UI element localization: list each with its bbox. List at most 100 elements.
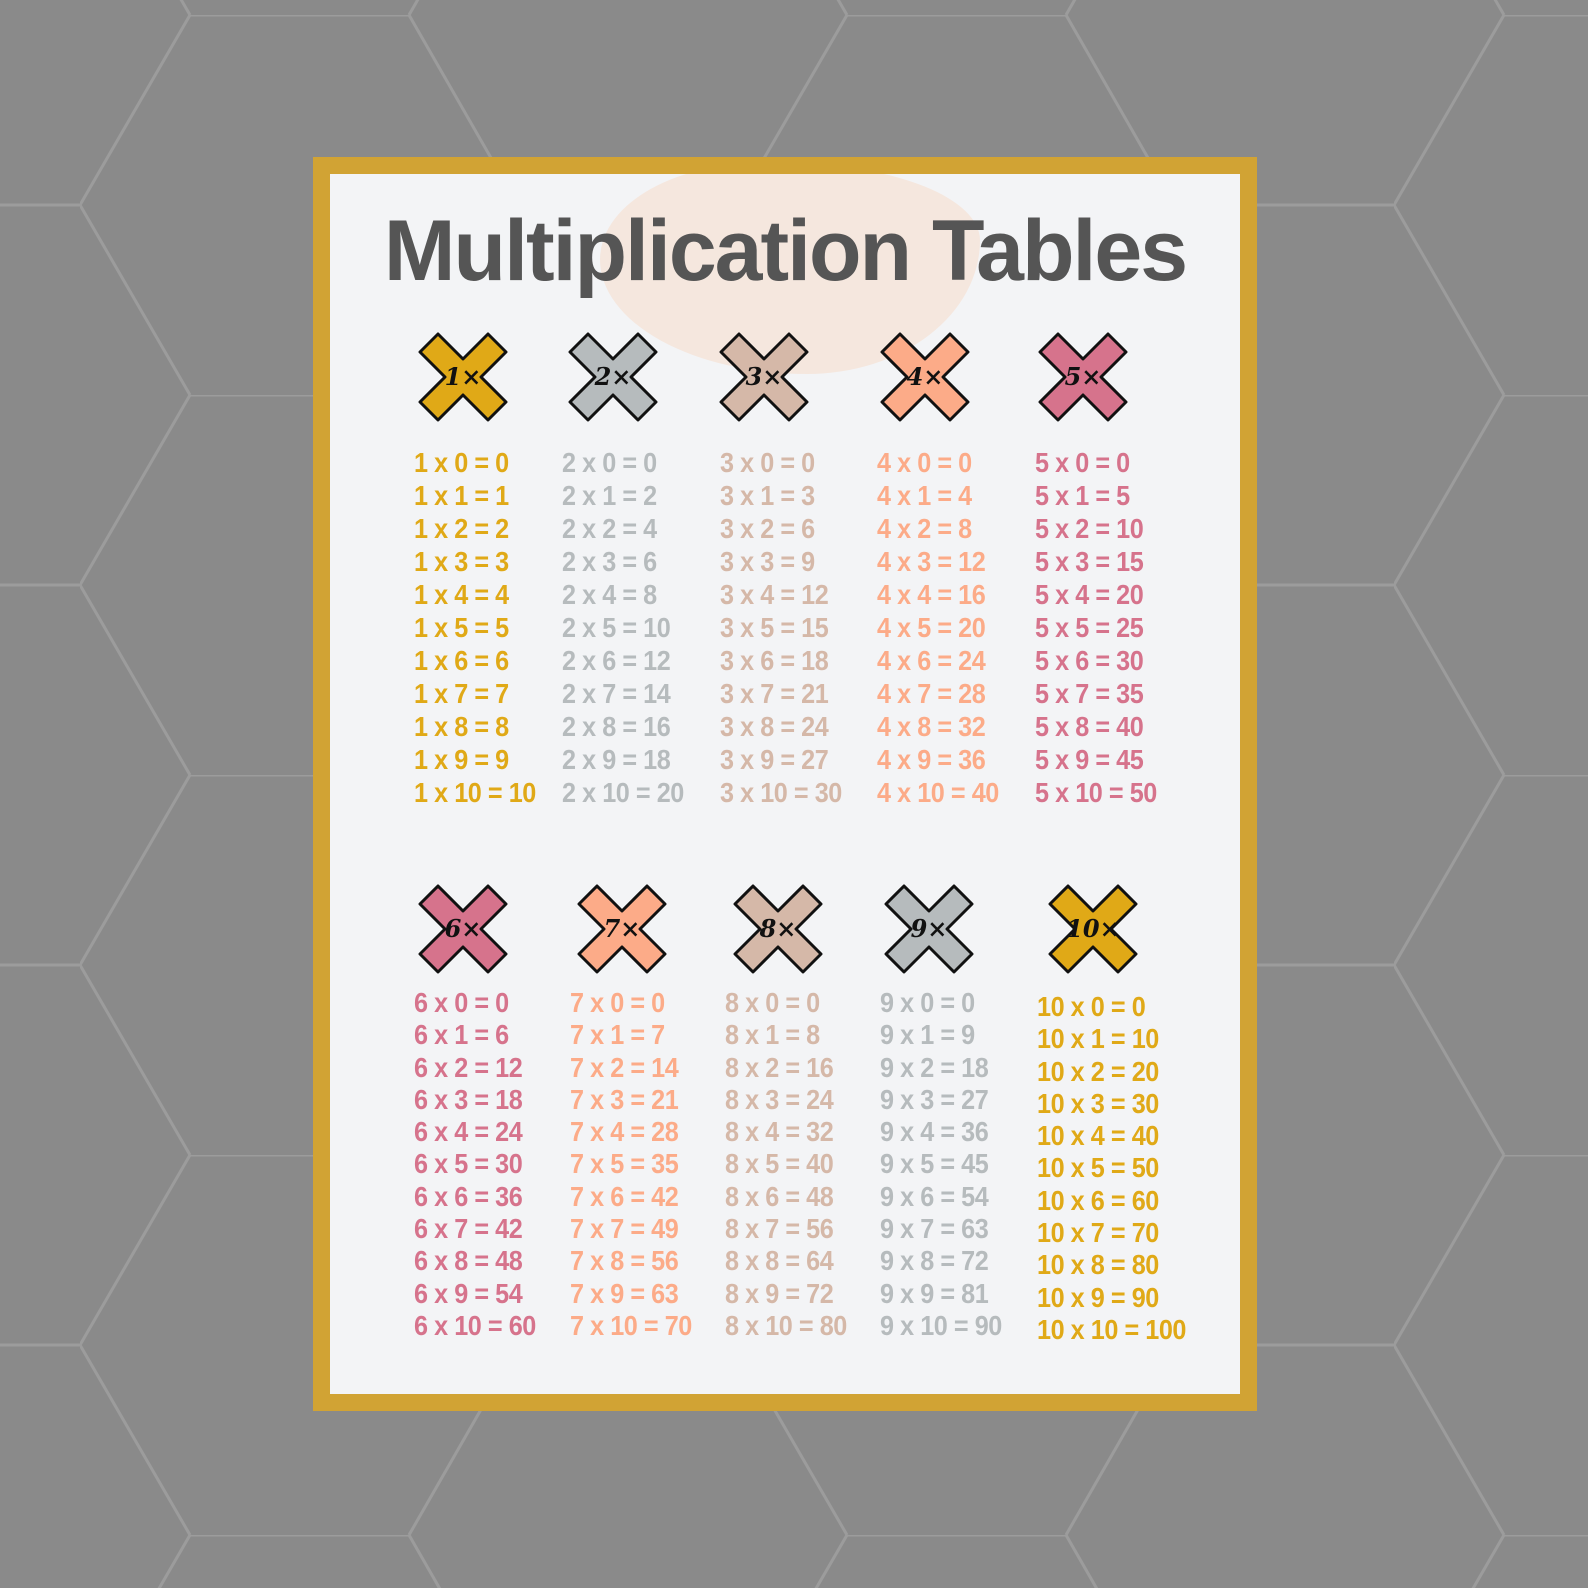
equation: 10 x 6 = 60: [1037, 1184, 1159, 1216]
equation: 2 x 5 = 10: [562, 612, 671, 643]
equation: 1 x 10 = 10: [414, 777, 536, 808]
equation: 3 x 3 = 9: [720, 546, 815, 577]
equation: 8 x 5 = 40: [725, 1148, 834, 1180]
equation: 9 x 0 = 0: [880, 987, 975, 1018]
equation: 8 x 4 = 32: [725, 1116, 834, 1148]
equation: 10 x 5 = 50: [1037, 1152, 1159, 1184]
equation: 9 x 2 = 18: [880, 1051, 989, 1083]
equation: 4 x 10 = 40: [877, 777, 999, 808]
equation: 6 x 1 = 6: [414, 1019, 509, 1051]
equation: 4 x 0 = 0: [877, 447, 972, 478]
equation: 4 x 1 = 4: [877, 480, 972, 511]
cross-icon: [418, 884, 508, 974]
equation: 8 x 1 = 8: [725, 1019, 820, 1051]
equation: 1 x 6 = 6: [414, 645, 509, 676]
equation: 9 x 3 = 27: [880, 1083, 989, 1115]
equation: 4 x 5 = 20: [877, 612, 986, 643]
equation: 1 x 9 = 9: [414, 744, 509, 775]
badge-label: 6×: [444, 914, 482, 943]
equation: 1 x 5 = 5: [414, 612, 509, 643]
equation: 8 x 9 = 72: [725, 1277, 834, 1309]
equation: 10 x 1 = 10: [1037, 1023, 1159, 1055]
equation: 2 x 2 = 4: [562, 513, 657, 544]
times-badge-3: 3×: [719, 332, 809, 422]
equation: 2 x 9 = 18: [562, 744, 671, 775]
equation: 6 x 6 = 36: [414, 1180, 523, 1212]
cross-icon: [1048, 884, 1138, 974]
cross-icon: [1038, 332, 1128, 422]
equation: 4 x 3 = 12: [877, 546, 986, 577]
table-10-list: 10 x 0 = 0 10 x 1 = 10 10 x 2 = 20 10 x 3 =…: [1037, 991, 1186, 1346]
badge-label: 10×: [1066, 914, 1120, 943]
equation: 1 x 1 = 1: [414, 480, 509, 511]
equation: 5 x 5 = 25: [1035, 612, 1144, 643]
equation: 2 x 4 = 8: [562, 579, 657, 610]
equation: 8 x 6 = 48: [725, 1180, 834, 1212]
times-badge-9: 9×: [884, 884, 974, 974]
equation: 8 x 7 = 56: [725, 1213, 834, 1245]
equation: 6 x 7 = 42: [414, 1213, 523, 1245]
equation: 2 x 3 = 6: [562, 546, 657, 577]
times-badge-6: 6×: [418, 884, 508, 974]
equation: 2 x 0 = 0: [562, 447, 657, 478]
equation: 1 x 7 = 7: [414, 678, 509, 709]
equation: 7 x 6 = 42: [570, 1180, 679, 1212]
times-badge-2: 2×: [568, 332, 658, 422]
times-badge-8: 8×: [733, 884, 823, 974]
times-badge-1: 1×: [418, 332, 508, 422]
times-badge-10: 10×: [1048, 884, 1138, 974]
badge-label: 5×: [1064, 362, 1102, 391]
equation: 9 x 8 = 72: [880, 1245, 989, 1277]
equation: 3 x 0 = 0: [720, 447, 815, 478]
equation: 5 x 6 = 30: [1035, 645, 1144, 676]
equation: 4 x 6 = 24: [877, 645, 986, 676]
cross-icon: [880, 332, 970, 422]
equation: 5 x 8 = 40: [1035, 711, 1144, 742]
equation: 7 x 1 = 7: [570, 1019, 665, 1051]
equation: 4 x 9 = 36: [877, 744, 986, 775]
equation: 2 x 6 = 12: [562, 645, 671, 676]
equation: 5 x 3 = 15: [1035, 546, 1144, 577]
badge-label: 9×: [910, 914, 948, 943]
times-badge-7: 7×: [577, 884, 667, 974]
equation: 1 x 3 = 3: [414, 546, 509, 577]
equation: 9 x 5 = 45: [880, 1148, 989, 1180]
equation: 3 x 10 = 30: [720, 777, 842, 808]
equation: 6 x 4 = 24: [414, 1116, 523, 1148]
times-badge-5: 5×: [1038, 332, 1128, 422]
equation: 10 x 8 = 80: [1037, 1249, 1159, 1281]
equation: 7 x 8 = 56: [570, 1245, 679, 1277]
equation: 9 x 6 = 54: [880, 1180, 989, 1212]
equation: 6 x 10 = 60: [414, 1309, 536, 1341]
cross-icon: [719, 332, 809, 422]
equation: 10 x 10 = 100: [1037, 1313, 1186, 1345]
times-badge-4: 4×: [880, 332, 970, 422]
equation: 7 x 0 = 0: [570, 987, 665, 1018]
equation: 7 x 3 = 21: [570, 1083, 679, 1115]
equation: 9 x 10 = 90: [880, 1309, 1002, 1341]
badge-label: 1×: [444, 362, 482, 391]
equation: 1 x 4 = 4: [414, 579, 509, 610]
equation: 7 x 7 = 49: [570, 1213, 679, 1245]
equation: 6 x 5 = 30: [414, 1148, 523, 1180]
badge-label: 2×: [594, 362, 632, 391]
equation: 10 x 0 = 0: [1037, 991, 1146, 1022]
equation: 3 x 1 = 3: [720, 480, 815, 511]
equation: 7 x 5 = 35: [570, 1148, 679, 1180]
badge-label: 4×: [906, 362, 944, 391]
equation: 5 x 0 = 0: [1035, 447, 1130, 478]
cross-icon: [418, 332, 508, 422]
poster-title: Multiplication Tables: [383, 203, 1188, 299]
cross-icon: [577, 884, 667, 974]
equation: 4 x 7 = 28: [877, 678, 986, 709]
